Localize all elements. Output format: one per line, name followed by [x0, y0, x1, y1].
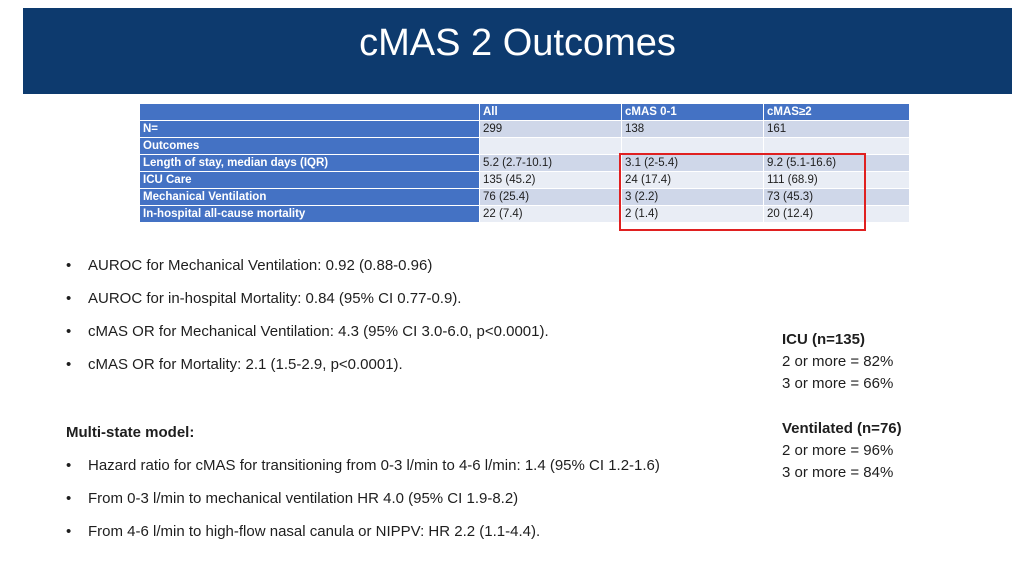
table-cell: 24 (17.4) [621, 171, 764, 189]
multistate-bullet-list: Hazard ratio for cMAS for transitioning … [66, 456, 786, 555]
row-label: Mechanical Ventilation [139, 188, 480, 206]
table-cell: 2 (1.4) [621, 205, 764, 223]
row-label: In-hospital all-cause mortality [139, 205, 480, 223]
table-row: N= 299 138 161 [139, 120, 910, 138]
table-cell: 76 (25.4) [479, 188, 622, 206]
table-cell [621, 137, 764, 155]
table-cell: 138 [621, 120, 764, 138]
highlight-box [619, 153, 866, 231]
table-header-row: All cMAS 0-1 cMAS≥2 [139, 103, 910, 121]
table-row: In-hospital all-cause mortality 22 (7.4)… [139, 205, 910, 223]
ventilated-line: 3 or more = 84% [782, 464, 894, 481]
header-cell-all: All [479, 103, 622, 121]
table-cell: 299 [479, 120, 622, 138]
header-cell-cmas-2plus: cMAS≥2 [763, 103, 910, 121]
row-label: Outcomes [139, 137, 480, 155]
list-item: AUROC for Mechanical Ventilation: 0.92 (… [66, 256, 756, 276]
table-cell: 3.1 (2-5.4) [621, 154, 764, 172]
ventilated-line: 2 or more = 96% [782, 442, 894, 459]
list-item: AUROC for in-hospital Mortality: 0.84 (9… [66, 289, 756, 309]
icu-line: 3 or more = 66% [782, 375, 894, 392]
icu-line: 2 or more = 82% [782, 353, 894, 370]
table-row: Length of stay, median days (IQR) 5.2 (2… [139, 154, 910, 172]
header-cell-blank [139, 103, 480, 121]
table-row: Outcomes [139, 137, 910, 155]
ventilated-summary: Ventilated (n=76) 2 or more = 96% 3 or m… [782, 418, 902, 484]
summary-bullet-list: AUROC for Mechanical Ventilation: 0.92 (… [66, 256, 756, 388]
list-item: cMAS OR for Mortality: 2.1 (1.5-2.9, p<0… [66, 355, 756, 375]
slide-title: cMAS 2 Outcomes [359, 22, 676, 64]
list-item: From 4-6 l/min to high-flow nasal canula… [66, 522, 786, 542]
list-item: cMAS OR for Mechanical Ventilation: 4.3 … [66, 322, 756, 342]
table-cell: 9.2 (5.1-16.6) [763, 154, 910, 172]
row-label: ICU Care [139, 171, 480, 189]
icu-heading: ICU (n=135) [782, 331, 865, 348]
row-label: Length of stay, median days (IQR) [139, 154, 480, 172]
table-row: Mechanical Ventilation 76 (25.4) 3 (2.2)… [139, 188, 910, 206]
table-row: ICU Care 135 (45.2) 24 (17.4) 111 (68.9) [139, 171, 910, 189]
outcomes-table: All cMAS 0-1 cMAS≥2 N= 299 138 161 Outco… [139, 103, 910, 223]
table-cell: 135 (45.2) [479, 171, 622, 189]
multistate-heading: Multi-state model: [66, 424, 195, 441]
ventilated-heading: Ventilated (n=76) [782, 420, 902, 437]
list-item: Hazard ratio for cMAS for transitioning … [66, 456, 786, 476]
table-cell: 20 (12.4) [763, 205, 910, 223]
icu-summary: ICU (n=135) 2 or more = 82% 3 or more = … [782, 329, 893, 395]
table-cell: 5.2 (2.7-10.1) [479, 154, 622, 172]
list-item: From 0-3 l/min to mechanical ventilation… [66, 489, 786, 509]
header-cell-cmas-0-1: cMAS 0-1 [621, 103, 764, 121]
table-cell: 73 (45.3) [763, 188, 910, 206]
table-cell: 111 (68.9) [763, 171, 910, 189]
table-cell: 3 (2.2) [621, 188, 764, 206]
table-cell: 161 [763, 120, 910, 138]
table-cell [479, 137, 622, 155]
title-bar: cMAS 2 Outcomes [23, 8, 1012, 94]
table-cell [763, 137, 910, 155]
row-label: N= [139, 120, 480, 138]
table-cell: 22 (7.4) [479, 205, 622, 223]
